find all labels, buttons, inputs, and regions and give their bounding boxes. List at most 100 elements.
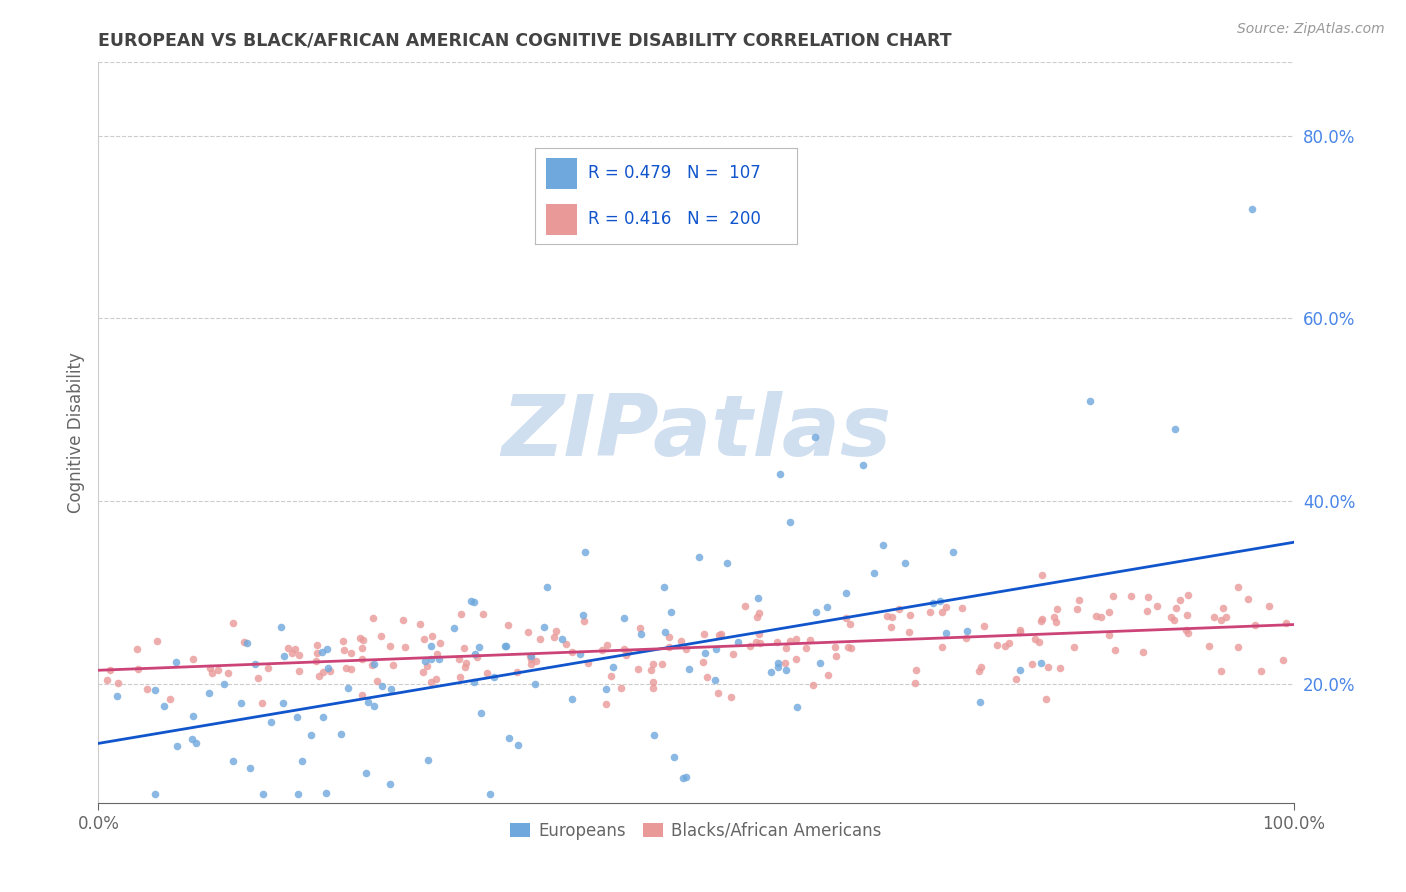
Point	[516, 624, 538, 639]
Point	[785, 652, 807, 666]
Point	[1226, 640, 1249, 654]
Point	[1211, 664, 1233, 678]
Point	[412, 665, 434, 679]
Point	[420, 652, 443, 666]
Point	[1209, 613, 1232, 627]
Bar	[546, 158, 578, 188]
Point	[942, 545, 965, 559]
Point	[970, 659, 993, 673]
Point	[863, 566, 886, 580]
Point	[392, 613, 415, 627]
Point	[181, 708, 204, 723]
Point	[495, 639, 517, 653]
Point	[616, 645, 638, 659]
Point	[378, 777, 401, 791]
Point	[340, 646, 363, 660]
Point	[768, 467, 790, 481]
Point	[260, 715, 283, 730]
Point	[520, 657, 543, 671]
Point	[759, 665, 782, 680]
Point	[520, 648, 543, 663]
Point	[1258, 599, 1281, 614]
Text: R = 0.479   N =  107: R = 0.479 N = 107	[588, 164, 761, 182]
Point	[675, 770, 697, 784]
Point	[420, 629, 443, 643]
Point	[748, 606, 770, 620]
Point	[380, 682, 402, 697]
Point	[779, 634, 801, 648]
Point	[311, 645, 333, 659]
Text: Source: ZipAtlas.com: Source: ZipAtlas.com	[1237, 22, 1385, 37]
Point	[1243, 618, 1265, 632]
Point	[1029, 614, 1052, 628]
Point	[627, 662, 650, 676]
Point	[745, 634, 768, 648]
Point	[312, 710, 335, 724]
Point	[693, 627, 716, 641]
Point	[572, 607, 595, 622]
Point	[1063, 640, 1085, 654]
Point	[443, 621, 465, 635]
Point	[232, 635, 254, 649]
Point	[920, 605, 942, 619]
Point	[524, 654, 547, 668]
Point	[654, 625, 676, 640]
Point	[614, 648, 637, 663]
Point	[1177, 626, 1199, 640]
Point	[1202, 610, 1225, 624]
Point	[600, 669, 623, 683]
Point	[1170, 593, 1192, 607]
Point	[662, 749, 685, 764]
Point	[1250, 665, 1272, 679]
Point	[105, 689, 128, 703]
Y-axis label: Cognitive Disability: Cognitive Disability	[66, 352, 84, 513]
Point	[98, 663, 121, 677]
Point	[1010, 664, 1032, 678]
Point	[222, 615, 245, 630]
Point	[1042, 610, 1064, 624]
Point	[1175, 607, 1198, 622]
Point	[641, 657, 664, 672]
Point	[815, 599, 838, 614]
Point	[468, 640, 491, 654]
Point	[672, 771, 695, 785]
Point	[876, 608, 898, 623]
Point	[165, 655, 187, 669]
Text: EUROPEAN VS BLACK/AFRICAN AMERICAN COGNITIVE DISABILITY CORRELATION CHART: EUROPEAN VS BLACK/AFRICAN AMERICAN COGNI…	[98, 32, 952, 50]
Point	[630, 627, 652, 641]
Point	[1160, 609, 1182, 624]
Point	[288, 665, 311, 679]
Point	[935, 600, 957, 615]
Point	[950, 600, 973, 615]
Point	[519, 649, 541, 664]
Point	[361, 611, 384, 625]
Point	[1031, 567, 1053, 582]
Point	[366, 673, 388, 688]
Point	[425, 672, 447, 686]
Point	[1132, 645, 1154, 659]
Point	[574, 545, 596, 559]
Point	[595, 681, 617, 696]
Point	[671, 634, 693, 648]
Point	[143, 787, 166, 801]
Point	[609, 681, 631, 696]
Point	[1227, 580, 1250, 594]
Point	[696, 670, 718, 684]
Point	[929, 594, 952, 608]
Point	[1005, 672, 1028, 686]
Point	[740, 639, 762, 653]
Point	[835, 586, 858, 600]
Point	[352, 633, 374, 648]
Point	[834, 610, 856, 624]
Point	[651, 657, 673, 671]
Point	[463, 674, 485, 689]
Point	[460, 594, 482, 608]
Point	[806, 605, 828, 619]
Point	[1038, 660, 1060, 674]
Point	[578, 656, 600, 670]
Point	[256, 660, 278, 674]
Point	[1177, 588, 1199, 602]
Point	[463, 595, 485, 609]
Point	[775, 663, 797, 677]
Point	[931, 605, 953, 619]
